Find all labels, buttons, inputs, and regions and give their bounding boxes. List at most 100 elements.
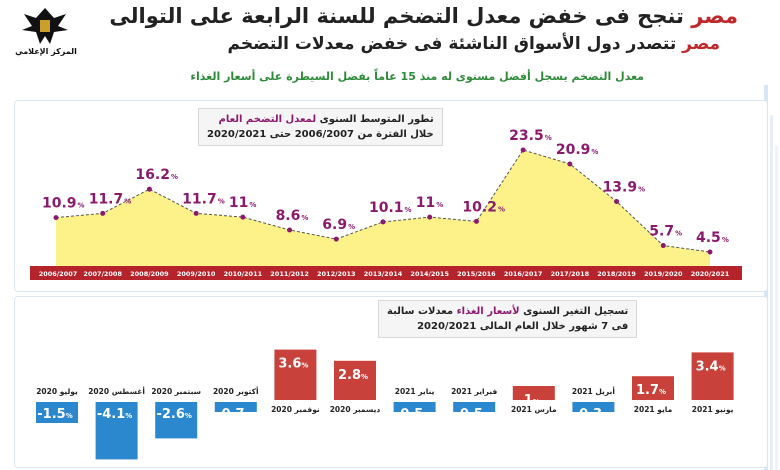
bar-value-label: -0.5% [454, 407, 489, 422]
food-note-text: تسجيل التغير السنوى [519, 306, 629, 317]
tagline: معدل التضخم يسجل أفضل مستوى له منذ 15 عا… [190, 70, 644, 83]
x-tick-label: 2011/2012 [270, 270, 309, 278]
logo-caption: المركز الإعلامي [15, 47, 77, 56]
bar-value-label: -0.5% [395, 407, 430, 422]
bar-value-label: 3.6% [278, 357, 308, 372]
egypt-eagle-logo [10, 4, 80, 48]
bar [155, 402, 198, 439]
bar [36, 402, 78, 423]
bar-value-label: -0.3% [574, 407, 609, 422]
bar [274, 349, 317, 400]
data-point [473, 218, 479, 224]
x-tick-label: 2014/2015 [410, 270, 449, 278]
inflation-note-period: خلال الفترة من 2006/2007 حتى 2020/2021 [207, 129, 434, 140]
bar [393, 402, 436, 412]
subtitle-accent: مصر [682, 34, 720, 54]
subtitle: مصر تتصدر دول الأسواق الناشئة فى خفض معد… [228, 34, 721, 54]
bar-value-label: 1.7% [636, 383, 666, 398]
data-label: 20.9% [556, 142, 599, 158]
x-tick-label: 2015/2016 [457, 270, 496, 278]
x-tick-label: 2008/2009 [130, 270, 169, 278]
x-tick-label: 2018/2019 [597, 270, 636, 278]
x-tick-label: 2010/2011 [224, 270, 263, 278]
bar-value-label: -4.1% [97, 407, 132, 422]
bar-category-label: يوليو 2020 [36, 387, 78, 396]
data-label: 13.9% [603, 180, 646, 196]
x-tick-label: 2007/2008 [83, 270, 122, 278]
inflation-note-highlight: لمعدل التضخم العام [218, 114, 317, 125]
data-label: 10.9% [42, 196, 85, 212]
data-point [520, 147, 526, 153]
data-label: 11% [416, 195, 444, 211]
x-tick-label: 2006/2007 [39, 270, 78, 278]
bar-category-label: يونيو 2021 [692, 405, 734, 414]
bar-value-label: -0.7% [216, 407, 251, 422]
data-label: 6.9% [322, 217, 355, 233]
bar [334, 360, 376, 400]
inflation-line [55, 149, 711, 253]
bar-category-label: سبتمبر 2020 [151, 387, 201, 396]
bar-category-label: فبراير 2021 [451, 387, 497, 396]
data-label: 5.7% [649, 224, 682, 240]
food-note: تسجيل التغير السنوى لأسعار الغذاء معدلات… [378, 300, 638, 338]
inflation-note-text: تطور المتوسط السنوى [316, 114, 434, 125]
data-point [100, 210, 106, 216]
data-point [380, 219, 386, 225]
x-tick-label: 2016/2017 [504, 270, 543, 278]
bar-value-label: 3.4% [696, 359, 726, 374]
bar [512, 386, 555, 400]
data-label: 8.6% [276, 208, 309, 224]
data-label: 11% [229, 195, 257, 211]
bar-category-label: أبريل 2021 [572, 386, 615, 396]
bar-value-label: -2.6% [156, 407, 191, 422]
food-note-text-end: معدلات سالبة [387, 306, 457, 317]
main-title: مصر تنجح فى خفض معدل التضخم للسنة الرابع… [109, 4, 738, 28]
bar-category-label: أكتوبر 2020 [213, 386, 259, 396]
x-tick-label: 2019/2020 [644, 270, 683, 278]
food-note-period: فى 7 شهور خلال العام المالى 2020/2021 [417, 321, 629, 332]
data-point [660, 243, 666, 249]
data-point [427, 214, 433, 220]
inflation-area [56, 150, 710, 266]
bar-category-label: مايو 2021 [634, 405, 673, 414]
data-point [193, 210, 199, 216]
bar-value-label: -1.5% [37, 407, 72, 422]
title-text: تنجح فى خفض معدل التضخم للسنة الرابعة عل… [109, 4, 684, 28]
bar-category-label: يناير 2021 [395, 387, 435, 396]
data-point [333, 236, 339, 242]
data-label: 4.5% [696, 230, 729, 246]
bar-value-label: 2.8% [338, 368, 368, 383]
title-accent: مصر [691, 4, 738, 28]
data-label: 16.2% [135, 167, 178, 183]
bar [95, 402, 138, 460]
food-note-highlight: لأسعار الغذاء [456, 306, 520, 317]
data-label: 11.7% [89, 191, 132, 207]
data-label: 10.2% [462, 199, 505, 215]
x-tick-label: 2012/2013 [317, 270, 356, 278]
data-point [240, 214, 246, 220]
bar-category-label: نوفمبر 2020 [271, 405, 320, 414]
x-axis-band [30, 266, 742, 280]
bar [214, 402, 257, 412]
inflation-note: تطور المتوسط السنوى لمعدل التضخم العام خ… [198, 108, 443, 146]
x-tick-label: 2020/2021 [691, 270, 730, 278]
x-tick-label: 2009/2010 [177, 270, 216, 278]
x-tick-label: 2017/2018 [551, 270, 590, 278]
subtitle-text: تتصدر دول الأسواق الناشئة فى خفض معدلات … [227, 34, 677, 54]
data-point [707, 249, 713, 255]
bar [632, 376, 674, 400]
x-tick-label: 2013/2014 [364, 270, 403, 278]
data-label: 10.1% [369, 200, 412, 216]
bar-category-label: مارس 2021 [511, 405, 557, 414]
bar-category-label: ديسمبر 2020 [330, 405, 381, 414]
data-point [53, 215, 59, 221]
data-point [567, 161, 573, 167]
data-point [287, 227, 293, 233]
data-point [614, 199, 620, 205]
data-point [146, 186, 152, 192]
data-label: 23.5% [509, 128, 552, 144]
bar [691, 352, 734, 400]
bar [453, 402, 496, 412]
bar [572, 402, 615, 412]
